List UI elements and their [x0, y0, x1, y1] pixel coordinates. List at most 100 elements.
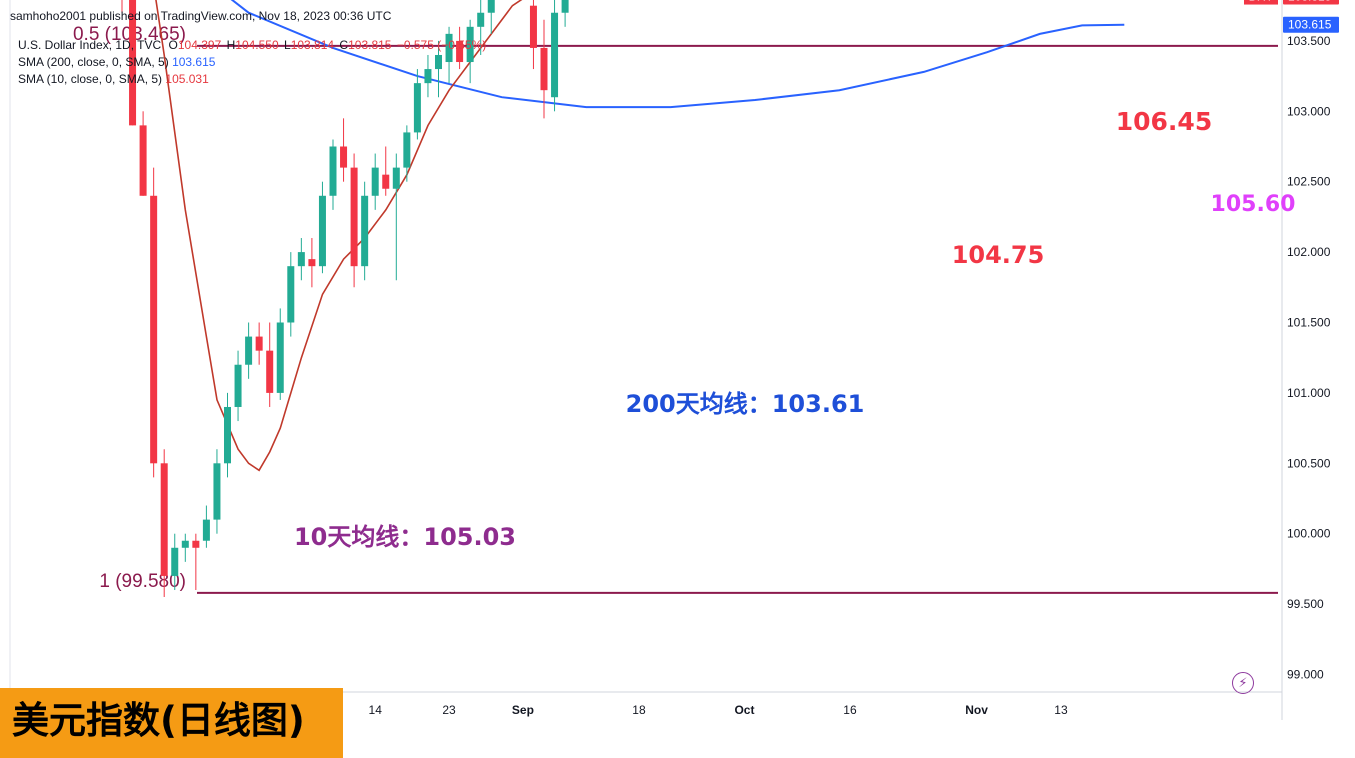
chart-annotation: 200天均线：103.61: [626, 390, 865, 418]
candle: [202, 505, 210, 548]
x-tick-label: Oct: [734, 703, 754, 717]
candle-body: [435, 54, 442, 70]
candle: [245, 322, 253, 379]
y-tick-label: 101.000: [1287, 386, 1331, 400]
candle: [551, 0, 559, 112]
candle-body: [213, 463, 221, 520]
candle-body: [551, 12, 559, 98]
sma200-legend-label: SMA (200, close, 0, SMA, 5): [18, 55, 169, 69]
candle: [540, 19, 548, 119]
legend-high: 104.550: [235, 38, 279, 52]
candle-body: [308, 259, 316, 267]
price-tag-label: 103.815: [1288, 0, 1332, 4]
x-tick-label: Nov: [965, 703, 988, 717]
candle: [456, 26, 464, 70]
legend-open: 104.397: [177, 38, 222, 52]
sma10-legend: SMA (10, close, 0, SMA, 5) 105.031: [18, 72, 209, 86]
candle-body: [424, 69, 432, 84]
y-tick-label: 102.000: [1287, 245, 1331, 259]
ohlc-legend: U.S. Dollar Index, 1D, TVC O104.397 H104…: [18, 38, 486, 52]
candle-body: [171, 547, 179, 576]
x-tick-label: Sep: [512, 703, 534, 717]
sma10-legend-label: SMA (10, close, 0, SMA, 5): [18, 72, 163, 86]
sma10-legend-value: 105.031: [165, 72, 209, 86]
candle-body: [129, 0, 137, 126]
price-tag-label: 103.615: [1288, 18, 1332, 32]
candle: [129, 0, 137, 126]
candle: [382, 146, 390, 196]
candle-body: [350, 167, 358, 267]
candle-body: [160, 463, 168, 576]
sma200-line: [230, 0, 1125, 109]
candle-body: [561, 0, 569, 13]
candle-body: [371, 167, 379, 196]
candle: [308, 238, 316, 288]
candle: [435, 40, 442, 98]
chart-annotation: 105.60: [1211, 192, 1296, 217]
candle: [413, 69, 421, 140]
legend-change: −0.575 (−0.55%): [396, 38, 487, 52]
x-tick-label: 18: [632, 703, 646, 717]
candle: [150, 167, 158, 478]
candle-body: [329, 146, 337, 196]
candle-body: [540, 47, 548, 91]
legend-h-label: H: [226, 38, 236, 52]
legend-o-label: O: [168, 38, 178, 52]
x-tick-label: 23: [442, 703, 456, 717]
candle-body: [224, 406, 231, 464]
candle-body: [150, 195, 158, 464]
chart-title-badge: 美元指数(日线图): [0, 688, 343, 758]
publisher-line: samhoho2001 published on TradingView.com…: [10, 9, 392, 23]
candle: [318, 181, 326, 274]
candle-body: [245, 336, 253, 365]
candle-body: [276, 322, 284, 393]
y-tick-label: 99.500: [1287, 597, 1324, 611]
candle: [561, 0, 569, 27]
candle-body: [234, 364, 242, 407]
candle: [276, 308, 284, 400]
candle-body: [266, 350, 274, 393]
legend-l-label: L: [284, 38, 291, 52]
candle: [477, 0, 485, 55]
candle-body: [403, 132, 411, 168]
x-tick-label: 16: [843, 703, 857, 717]
legend-symbol: U.S. Dollar Index, 1D, TVC: [18, 38, 162, 52]
candle: [224, 392, 231, 478]
legend-c-label: C: [339, 38, 349, 52]
legend-close: 103.815: [348, 38, 392, 52]
tradingview-logo-icon[interactable]: ⚡: [1232, 672, 1254, 694]
candle: [234, 350, 242, 422]
x-tick-label: 13: [1054, 703, 1068, 717]
symbol-tag-label: DXY: [1249, 0, 1274, 4]
candle: [213, 449, 221, 534]
candle: [350, 153, 358, 288]
candle-body: [361, 195, 369, 267]
candle: [529, 0, 537, 70]
candle-body: [466, 26, 474, 63]
candle-body: [392, 167, 400, 189]
candle-body: [445, 33, 453, 63]
candle: [424, 54, 432, 98]
candle: [487, 0, 495, 34]
candle-body: [202, 519, 210, 541]
candle: [255, 322, 263, 365]
candle-body: [487, 0, 495, 13]
y-tick-label: 101.500: [1287, 316, 1331, 330]
sma200-legend-value: 103.615: [172, 55, 216, 69]
candle-body: [456, 40, 464, 63]
candle: [192, 533, 200, 591]
chart-annotation: 104.75: [952, 241, 1045, 269]
candle: [171, 533, 179, 591]
candle: [297, 238, 305, 281]
candle: [392, 153, 400, 281]
candle-body: [340, 146, 348, 168]
chart-annotation: 106.45: [1116, 107, 1212, 136]
sma10-line: [155, 0, 523, 472]
chart-annotation: 10天均线：105.03: [294, 523, 516, 551]
candle-body: [413, 83, 421, 133]
price-tag-bg: [1283, 16, 1339, 33]
candle: [466, 19, 474, 84]
candle: [445, 26, 453, 84]
candle: [403, 125, 411, 182]
